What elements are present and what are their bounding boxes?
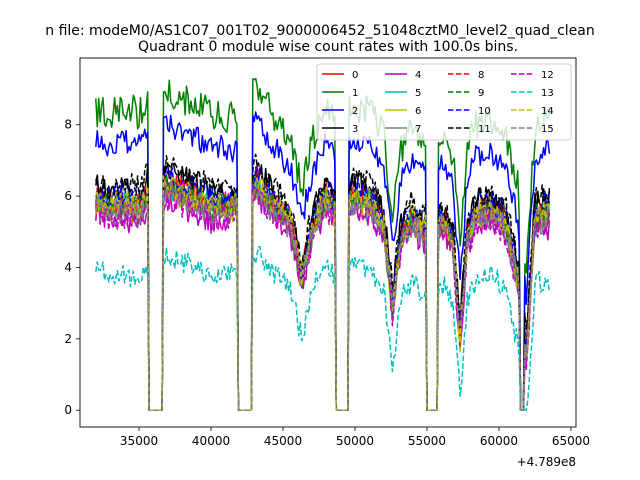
x-axis-offset-label: +4.789e8 <box>517 455 576 469</box>
legend-label-6: 6 <box>415 106 421 117</box>
legend-label-4: 4 <box>415 70 421 81</box>
legend-label-3: 3 <box>352 124 358 135</box>
legend-label-12: 12 <box>541 70 554 81</box>
legend-label-14: 14 <box>541 106 554 117</box>
x-tick-label: 35000 <box>120 434 158 448</box>
x-tick-label: 60000 <box>480 434 518 448</box>
y-tick-label: 8 <box>64 118 72 132</box>
series-line-13 <box>95 246 551 411</box>
legend-label-15: 15 <box>541 124 554 135</box>
legend-label-10: 10 <box>478 106 491 117</box>
y-tick-label: 0 <box>64 403 72 417</box>
series-layer <box>95 77 551 411</box>
legend-label-7: 7 <box>415 124 421 135</box>
y-tick-label: 4 <box>64 260 72 274</box>
x-tick-label: 50000 <box>336 434 374 448</box>
series-line-2 <box>95 111 551 411</box>
y-tick-label: 6 <box>64 189 72 203</box>
y-axis: 0 2 4 6 8 <box>64 118 80 417</box>
x-axis: 35000 40000 45000 50000 55000 60000 65000 <box>120 427 590 448</box>
chart-title: Quadrant 0 module wise count rates with … <box>138 39 518 55</box>
legend-label-1: 1 <box>352 88 358 99</box>
legend-frame <box>316 63 572 141</box>
legend-label-8: 8 <box>478 70 484 81</box>
series-line-14 <box>95 175 551 411</box>
series-line-11 <box>95 153 551 411</box>
legend-label-9: 9 <box>478 88 484 99</box>
legend-label-0: 0 <box>352 70 358 81</box>
x-tick-label: 45000 <box>264 434 302 448</box>
legend-label-5: 5 <box>415 88 421 99</box>
y-tick-label: 2 <box>64 332 72 346</box>
series-line-12 <box>95 183 551 411</box>
x-tick-label: 65000 <box>552 434 590 448</box>
figure-suptitle: n file: modeM0/AS1C07_001T02_9000006452_… <box>45 23 594 39</box>
plot-frame <box>79 57 577 428</box>
legend-label-2: 2 <box>352 106 358 117</box>
legend-label-13: 13 <box>541 88 554 99</box>
series-line-15 <box>95 178 551 411</box>
x-tick-label: 55000 <box>408 434 446 448</box>
x-tick-label: 40000 <box>192 434 230 448</box>
legend-label-11: 11 <box>478 124 491 135</box>
